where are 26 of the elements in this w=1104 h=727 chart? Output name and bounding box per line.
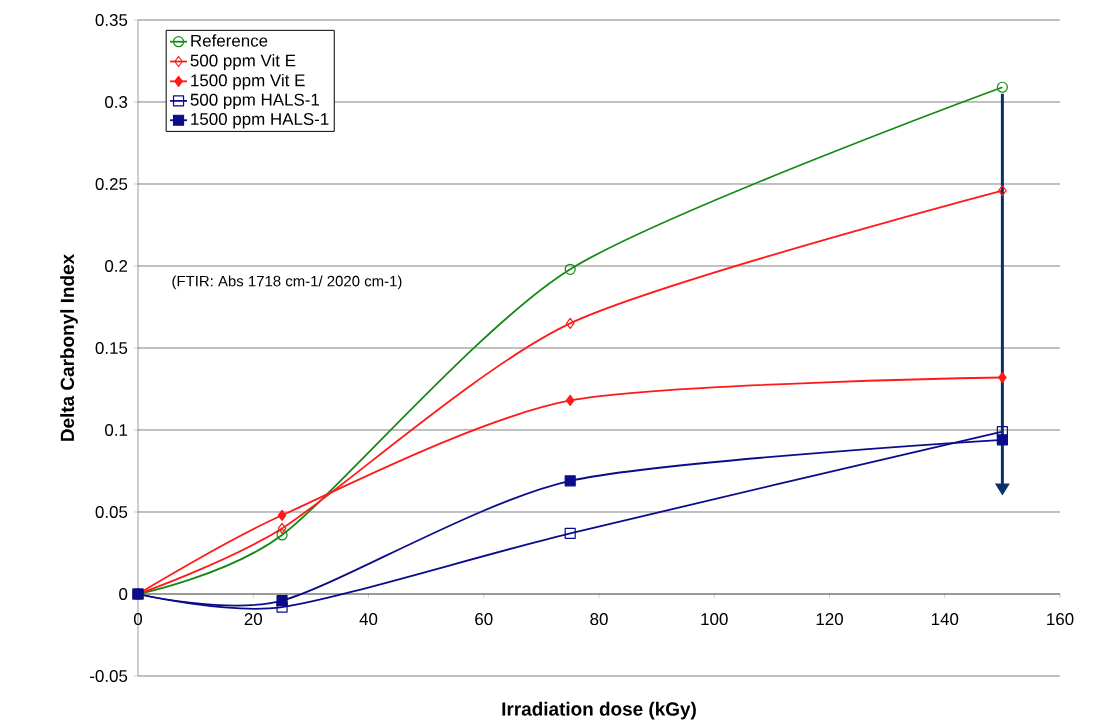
legend-label: 500 ppm HALS-1 <box>190 93 319 110</box>
x-tick-label: 60 <box>475 613 493 626</box>
x-tick-label: 40 <box>359 613 378 626</box>
y-tick-label: -0.05 <box>90 670 128 682</box>
x-tick-label: 100 <box>701 613 728 626</box>
y-tick-label: 0.25 <box>95 178 128 190</box>
y-tick-label: 0 <box>119 588 128 600</box>
y-tick-label: 0.05 <box>95 506 128 518</box>
y-tick-label: 0.3 <box>105 96 128 108</box>
x-axis-title: Irradiation dose (kGy) <box>502 701 696 720</box>
x-tick-label: 80 <box>590 613 608 626</box>
legend-label: Reference <box>191 34 268 47</box>
y-axis-title: Delta Carbonyl Index <box>60 254 78 441</box>
x-tick-label: 140 <box>931 613 959 626</box>
y-tick-label: 0.15 <box>95 342 128 354</box>
x-tick-label: 160 <box>1047 613 1074 626</box>
y-tick-label: 0.35 <box>95 13 128 26</box>
y-tick-label: 0.1 <box>105 424 128 436</box>
annotation: (FTIR: Abs 1718 cm-1/ 2020 cm-1) <box>172 275 402 290</box>
y-tick-label: 0.2 <box>105 260 128 272</box>
legend-label: 1500 ppm HALS-1 <box>191 113 329 129</box>
x-tick-label: 20 <box>244 613 263 626</box>
x-tick-label: 0 <box>133 613 143 626</box>
x-tick-label: 120 <box>816 613 843 626</box>
legend-label: 500 ppm Vit E <box>190 54 296 70</box>
legend-label: 1500 ppm Vit E <box>191 73 305 90</box>
